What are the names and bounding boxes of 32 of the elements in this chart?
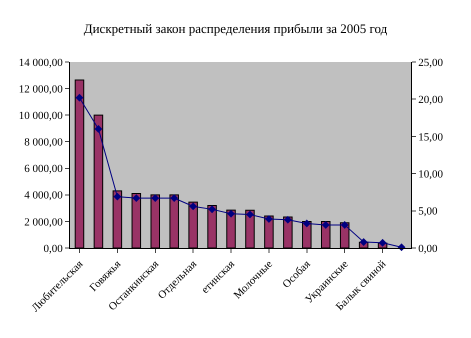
point [360, 238, 368, 246]
point [378, 238, 386, 247]
point [227, 210, 235, 218]
y-tick-label: 6 000,00 [24, 163, 64, 176]
point [322, 221, 330, 229]
y-tick-label: 0,00 [44, 242, 64, 255]
y2-tick-label: 20,00 [418, 94, 444, 106]
y2-tick-label: 25,00 [418, 56, 444, 69]
y-tick-label: 10 000,00 [18, 110, 64, 122]
point [170, 194, 178, 202]
point [151, 194, 160, 202]
point [284, 216, 292, 224]
point [340, 221, 349, 229]
point [189, 202, 198, 210]
point [265, 215, 273, 223]
y2-tick-label: 5,00 [418, 206, 438, 218]
point [208, 205, 216, 214]
point [94, 125, 102, 133]
y-tick-label: 4 000,00 [24, 190, 64, 202]
point [132, 194, 140, 202]
y2-tick-label: 10,00 [418, 168, 444, 180]
y-tick-label: 12 000,00 [18, 83, 64, 96]
y2-tick-label: 15,00 [418, 131, 444, 144]
y-tick-label: 2 000,00 [24, 216, 64, 228]
point [113, 192, 122, 201]
y2-tick-label: 0,00 [418, 242, 438, 255]
point [246, 210, 254, 218]
y-tick-label: 8 000,00 [24, 136, 64, 149]
y-tick-label: 14 000,00 [18, 56, 64, 69]
chart-title: Дискретный закон распределения прибыли за 2005 год [84, 20, 388, 36]
point [302, 220, 311, 228]
point [76, 94, 84, 102]
